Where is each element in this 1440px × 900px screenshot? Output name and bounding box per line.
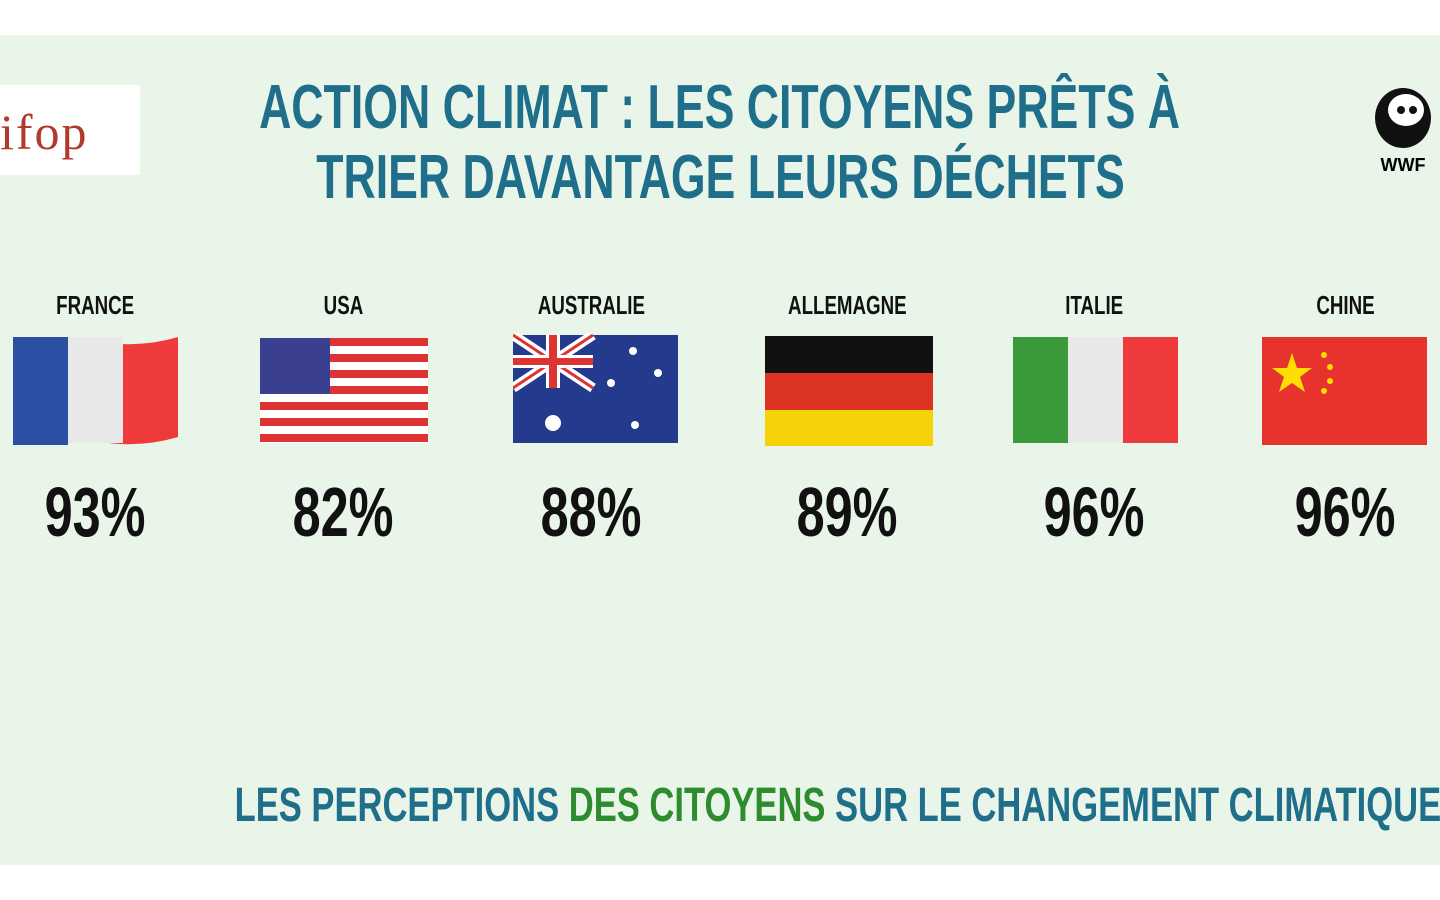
footer-part: LES PERCEPTIONS <box>234 779 560 832</box>
country-value: 96% <box>1043 473 1145 551</box>
country-name: ITALIE <box>1065 290 1123 320</box>
footer-part: SUR LE CHANGEMENT CLIMATIQUE <box>835 779 1440 832</box>
title-line: ACTION CLIMAT : LES CITOYENS PRÊTS À <box>0 72 1440 143</box>
country-value: 82% <box>292 473 394 551</box>
flag-usa <box>260 338 428 443</box>
flag-france <box>13 337 178 445</box>
flag-australia <box>513 333 678 443</box>
background-panel <box>0 35 1440 865</box>
country-name-box: AUSTRALIE <box>471 290 711 321</box>
country-value-box: 96% <box>974 472 1214 552</box>
country-name: ALLEMAGNE <box>787 290 907 320</box>
country-value: 93% <box>44 473 146 551</box>
country-name-box: ALLEMAGNE <box>727 290 967 321</box>
country-name-box: FRANCE <box>0 290 215 321</box>
title-text: ACTION CLIMAT : LES CITOYENS PRÊTS À <box>259 73 1181 142</box>
footer-text: LES PERCEPTIONS DES CITOYENS SUR LE CHAN… <box>235 778 1440 833</box>
wwf-logo: WWF <box>1368 80 1438 175</box>
country-value: 89% <box>796 473 898 551</box>
country-name: FRANCE <box>55 290 135 320</box>
title-text: TRIER DAVANTAGE LEURS DÉCHETS <box>315 143 1125 212</box>
footer: LES PERCEPTIONS DES CITOYENS SUR LE CHAN… <box>0 778 1440 833</box>
country-value-box: 88% <box>471 472 711 552</box>
country-value: 96% <box>1294 473 1396 551</box>
footer-highlight: DES CITOYENS <box>568 779 826 832</box>
country-name-box: ITALIE <box>974 290 1214 321</box>
panda-icon <box>1375 88 1431 148</box>
title-line: TRIER DAVANTAGE LEURS DÉCHETS <box>0 142 1440 213</box>
country-value-box: 82% <box>223 472 463 552</box>
country-value-box: 96% <box>1225 472 1440 552</box>
country-name: USA <box>323 290 363 320</box>
ifop-logo: ifop <box>0 104 89 160</box>
country-value: 88% <box>540 473 642 551</box>
country-name-box: USA <box>223 290 463 321</box>
flag-germany <box>765 336 933 446</box>
country-name: AUSTRALIE <box>537 290 645 320</box>
country-value-box: 89% <box>727 472 967 552</box>
country-name: CHINE <box>1315 290 1375 320</box>
flag-china <box>1262 337 1427 445</box>
country-value-box: 93% <box>0 472 215 552</box>
flag-italy <box>1013 337 1178 443</box>
country-name-box: CHINE <box>1225 290 1440 321</box>
wwf-text: WWF <box>1380 155 1426 175</box>
ifop-logo-box: ifop <box>0 85 140 175</box>
